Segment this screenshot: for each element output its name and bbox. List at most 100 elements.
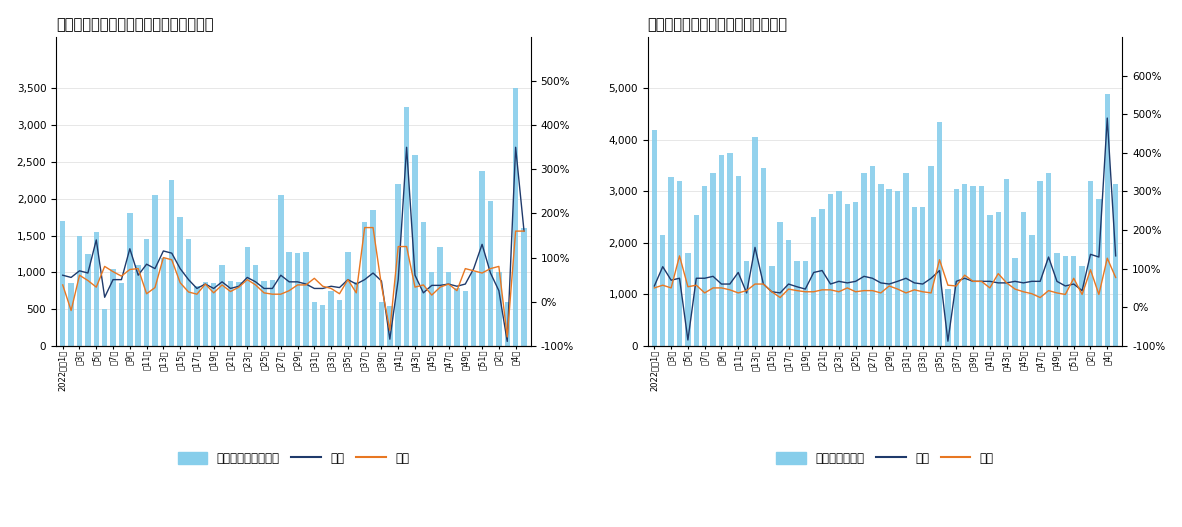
Bar <box>870 165 875 346</box>
Bar <box>128 213 132 346</box>
Bar <box>1079 266 1085 346</box>
Bar <box>811 217 817 346</box>
Bar <box>210 284 216 346</box>
Bar <box>1054 253 1060 346</box>
Bar <box>136 265 141 346</box>
Bar <box>387 306 392 346</box>
Bar <box>987 214 993 346</box>
Bar <box>329 291 333 346</box>
Bar <box>946 289 950 346</box>
Bar <box>396 184 401 346</box>
Bar <box>827 194 833 346</box>
Bar <box>102 309 108 346</box>
Bar <box>269 280 275 346</box>
Bar <box>378 302 384 346</box>
Bar <box>979 186 985 346</box>
Bar <box>1021 212 1026 346</box>
Bar <box>345 252 351 346</box>
Bar <box>886 189 892 346</box>
Bar <box>454 288 460 346</box>
Bar <box>719 155 725 346</box>
Text: 北京新建商品住宅周度成交套数及同环比: 北京新建商品住宅周度成交套数及同环比 <box>56 17 214 32</box>
Bar <box>677 181 682 346</box>
Bar <box>962 184 967 346</box>
Bar <box>668 177 674 346</box>
Bar <box>928 165 934 346</box>
Bar <box>93 232 99 346</box>
Bar <box>895 191 901 346</box>
Bar <box>161 258 167 346</box>
Bar <box>1113 184 1118 346</box>
Bar <box>404 107 409 346</box>
Bar <box>778 222 782 346</box>
Bar <box>1063 256 1069 346</box>
Bar <box>110 269 116 346</box>
Bar <box>488 201 493 346</box>
Bar <box>496 272 501 346</box>
Bar <box>1104 94 1110 346</box>
Bar <box>521 228 527 346</box>
Bar <box>353 282 359 346</box>
Bar <box>286 252 292 346</box>
Bar <box>337 300 343 346</box>
Bar <box>278 195 284 346</box>
Bar <box>462 291 468 346</box>
Bar <box>702 186 707 346</box>
Bar <box>362 222 368 346</box>
Bar <box>1046 173 1051 346</box>
Bar <box>245 247 249 346</box>
Bar <box>253 265 259 346</box>
Bar <box>152 195 157 346</box>
Bar <box>769 266 774 346</box>
Text: 北京二手住宅周度成交套数及同环比: 北京二手住宅周度成交套数及同环比 <box>648 17 787 32</box>
Bar <box>995 212 1001 346</box>
Bar <box>370 210 376 346</box>
Bar <box>320 305 325 346</box>
Bar <box>413 154 417 346</box>
Bar <box>937 122 942 346</box>
Bar <box>911 207 917 346</box>
Bar <box>60 221 65 346</box>
Bar <box>437 247 443 346</box>
Bar <box>69 284 73 346</box>
Bar <box>85 254 91 346</box>
Bar <box>261 281 267 346</box>
Bar <box>169 180 175 346</box>
Bar <box>1004 179 1009 346</box>
Bar <box>660 235 665 346</box>
Bar <box>513 89 519 346</box>
Bar <box>686 253 690 346</box>
Bar <box>836 191 842 346</box>
Bar <box>118 284 124 346</box>
Bar <box>735 176 741 346</box>
Bar <box>144 239 149 346</box>
Bar <box>177 217 183 346</box>
Bar <box>803 261 808 346</box>
Legend: 新建商品住宅（套）, 环比, 同比: 新建商品住宅（套）, 环比, 同比 <box>173 447 414 470</box>
Bar <box>1012 258 1018 346</box>
Legend: 二手住宅（套）, 环比, 同比: 二手住宅（套）, 环比, 同比 <box>772 447 999 470</box>
Bar <box>727 153 733 346</box>
Bar <box>186 239 191 346</box>
Bar <box>1087 181 1093 346</box>
Bar <box>505 301 509 346</box>
Bar <box>1096 199 1102 346</box>
Bar <box>819 209 825 346</box>
Bar <box>480 171 485 346</box>
Bar <box>421 222 426 346</box>
Bar <box>304 252 309 346</box>
Bar <box>429 272 435 346</box>
Bar <box>853 202 858 346</box>
Bar <box>694 214 699 346</box>
Bar <box>1071 256 1077 346</box>
Bar <box>844 204 850 346</box>
Bar <box>1038 181 1043 346</box>
Bar <box>761 168 766 346</box>
Bar <box>794 261 800 346</box>
Bar <box>312 301 317 346</box>
Bar <box>77 236 83 346</box>
Bar <box>903 173 909 346</box>
Bar <box>752 138 758 346</box>
Bar <box>294 253 300 346</box>
Bar <box>954 189 959 346</box>
